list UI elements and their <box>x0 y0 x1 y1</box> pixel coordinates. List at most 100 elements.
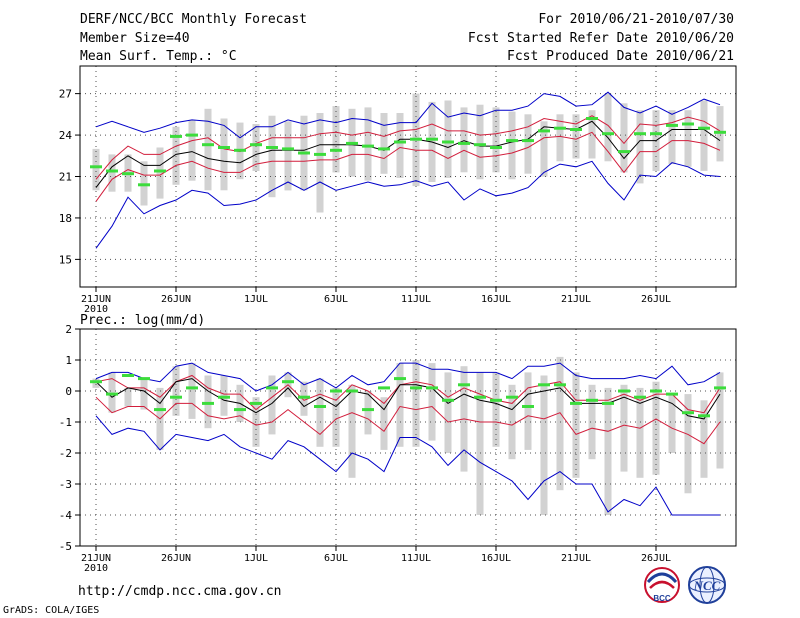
prec-y-tick-label: -1 <box>59 416 72 429</box>
temp-spread-box <box>396 113 404 178</box>
temp-x-tick-label: 26JUL <box>641 294 671 305</box>
temp-line-max <box>95 91 721 139</box>
precip-variable-label: Prec.: log(mm/d) <box>80 313 205 328</box>
temp-x-tick-label: 21JUN <box>81 294 111 305</box>
temp-spread-box <box>476 104 484 180</box>
prec-spread-box <box>604 387 612 515</box>
temp-median-mark <box>650 132 662 136</box>
bcc-logo-text: BCC <box>653 594 671 603</box>
prec-median-mark <box>394 377 406 381</box>
prec-spread-box <box>572 372 580 478</box>
temp-median-mark <box>714 130 726 134</box>
prec-median-mark <box>378 386 390 390</box>
temp-spread-box <box>588 110 596 159</box>
temp-spread-box <box>252 124 260 171</box>
prec-spread-box <box>716 372 724 469</box>
temp-median-mark <box>570 128 582 131</box>
prec-median-mark <box>106 392 118 396</box>
prec-x-tick-label: 11JUL <box>401 553 431 564</box>
prec-line-min <box>95 415 720 516</box>
temp-y-tick-label: 18 <box>59 212 72 225</box>
prec-spread-box <box>300 381 308 416</box>
temp-spread-box <box>220 118 228 191</box>
prec-median-mark <box>426 386 438 390</box>
temp-median-mark <box>442 140 454 144</box>
temp-x-tick-label: 6JUL <box>324 294 348 305</box>
prec-median-mark <box>618 389 630 393</box>
temp-median-mark <box>378 147 390 151</box>
variable-label: Mean Surf. Temp.: °C <box>80 49 237 64</box>
prec-spread-box <box>364 391 372 435</box>
prec-spread-box <box>588 384 596 460</box>
prec-spread-box <box>188 363 196 419</box>
prec-median-mark <box>154 408 166 412</box>
prec-x-tick-label: 6JUL <box>324 553 348 564</box>
prec-spread-box <box>636 387 644 478</box>
temp-median-mark <box>282 147 294 151</box>
prec-median-mark <box>346 389 358 393</box>
temp-median-mark <box>154 169 166 173</box>
prec-median-mark <box>362 408 374 412</box>
prec-median-mark <box>506 395 518 399</box>
temp-median-mark <box>538 129 550 133</box>
prec-spread-box <box>700 400 708 478</box>
bcc-logo: BCC <box>644 567 680 603</box>
temp-spread-box <box>540 121 548 177</box>
temp-median-mark <box>234 148 246 152</box>
ncc-logo-text: NCC <box>693 578 721 593</box>
prec-line-max <box>95 362 721 392</box>
temp-median-mark <box>90 165 102 169</box>
prec-y-tick-label: 2 <box>65 323 72 336</box>
prec-line-upper <box>95 374 721 414</box>
grads-credit: GrADS: COLA/IGES <box>3 605 100 616</box>
prec-spread-box <box>524 372 532 450</box>
temp-x-tick-label: 11JUL <box>401 294 431 305</box>
prec-spread-box <box>380 397 388 450</box>
temp-median-mark <box>602 132 614 136</box>
prec-spread-box <box>316 378 324 447</box>
temp-x-tick-label: 26JUN <box>161 294 191 305</box>
temp-median-mark <box>426 137 438 141</box>
prec-spread-box <box>220 375 228 416</box>
temp-median-mark <box>618 150 630 154</box>
prec-spread-box <box>252 397 260 447</box>
prec-y-tick-label: -5 <box>59 540 72 553</box>
prec-median-mark <box>90 380 102 384</box>
prec-median-mark <box>474 395 486 399</box>
prec-spread-box <box>92 378 100 388</box>
temp-median-mark <box>138 183 150 187</box>
prec-spread-box <box>620 384 628 472</box>
fcst-produced-date: Fcst Produced Date 2010/06/21 <box>507 49 734 64</box>
temp-spread-box <box>316 113 324 213</box>
prec-median-mark <box>650 389 662 393</box>
prec-median-mark <box>538 383 550 387</box>
member-size: Member Size=40 <box>80 31 190 46</box>
temp-spread-box <box>684 110 692 167</box>
prec-spread-box <box>556 356 564 491</box>
temp-spread-box <box>108 154 116 192</box>
temp-spread-box <box>508 111 516 180</box>
temp-median-mark <box>298 151 310 155</box>
temp-spread-box <box>380 113 388 174</box>
temp-median-mark <box>106 169 118 173</box>
prec-median-mark <box>138 377 150 381</box>
temp-spread-box <box>188 119 196 181</box>
prec-y-tick-label: -4 <box>59 509 73 522</box>
chart-title: DERF/NCC/BCC Monthly Forecast <box>80 12 307 27</box>
prec-median-mark <box>218 395 230 399</box>
temp-spread-box <box>636 110 644 184</box>
temp-y-tick-label: 24 <box>59 129 73 142</box>
prec-y-tick-label: -3 <box>59 478 72 491</box>
prec-spread-box <box>396 363 404 447</box>
temp-line-min <box>95 160 721 249</box>
prec-median-mark <box>250 401 262 405</box>
prec-median-mark <box>458 383 470 387</box>
prec-y-tick-label: 1 <box>65 354 72 367</box>
prec-median-mark <box>170 395 182 399</box>
temp-x-tick-label: 16JUL <box>481 294 511 305</box>
prec-spread-box <box>204 375 212 429</box>
prec-spread-box <box>124 387 132 407</box>
source-url[interactable]: http://cmdp.ncc.cma.gov.cn <box>78 584 282 599</box>
forecast-range: For 2010/06/21-2010/07/30 <box>538 12 734 27</box>
